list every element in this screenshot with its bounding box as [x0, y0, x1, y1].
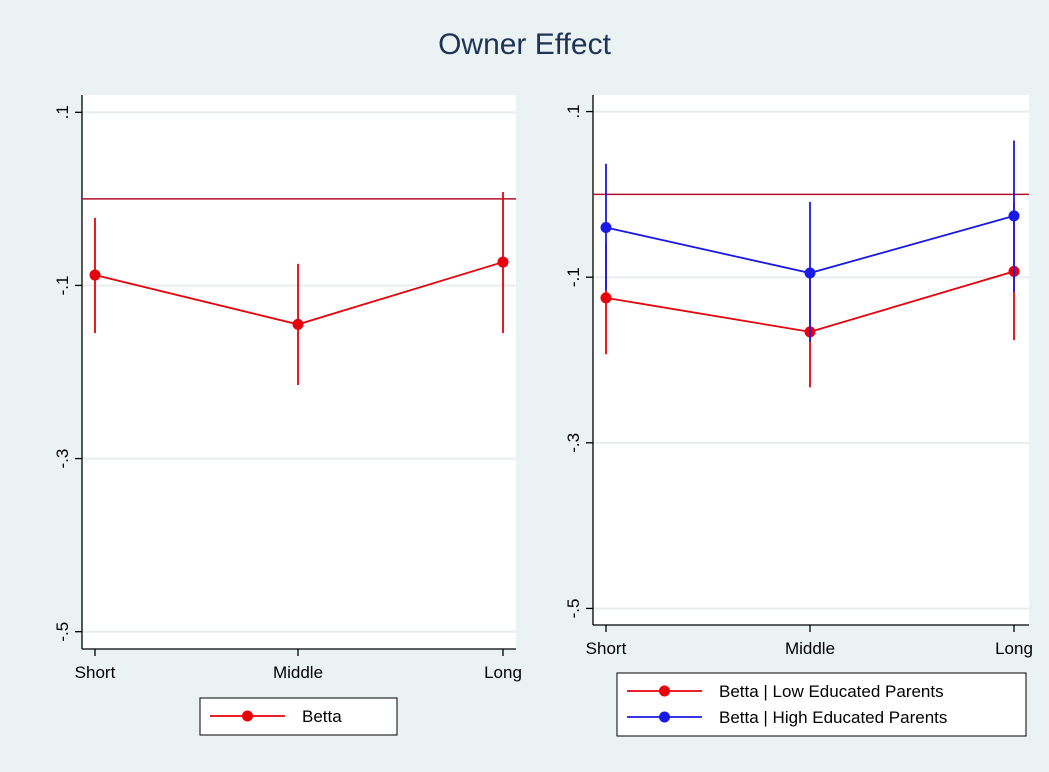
legend: Betta | Low Educated Parents Betta | High… [616, 672, 1027, 737]
chart-panel-2: .1 -.1 -.3 -.5 Short Middle Long Betta | Low Ed… [564, 95, 1033, 737]
legend-box [616, 672, 1027, 737]
legend-label: Betta | Low Educated Parents [719, 682, 944, 701]
y-tick-label: -.1 [564, 267, 583, 287]
x-tick-label: Long [484, 663, 522, 682]
chart-title: Owner Effect [438, 28, 611, 61]
x-tick-label: Long [995, 639, 1033, 658]
chart-panel-1: .1 -.1 -.3 -.5 Short Middle Long Betta [53, 95, 522, 736]
data-point [497, 256, 509, 268]
x-tick-label: Short [75, 663, 116, 682]
x-tick-label: Middle [273, 663, 323, 682]
data-point [89, 269, 101, 281]
plot-area [82, 95, 516, 649]
data-point [1008, 210, 1020, 222]
legend-marker [659, 711, 670, 723]
y-tick-label: -.5 [564, 599, 583, 619]
series-2 [600, 140, 1020, 342]
y-tick-label: .1 [564, 104, 583, 118]
legend-label: Betta [302, 707, 342, 726]
data-point [600, 222, 612, 233]
data-point [600, 292, 612, 304]
plot-area [593, 95, 1029, 625]
legend-marker [242, 710, 253, 722]
x-tick-label: Middle [785, 639, 835, 658]
legend-marker [659, 685, 670, 697]
y-tick-label: .1 [53, 105, 72, 119]
y-tick-label: -.5 [53, 622, 72, 642]
y-tick-label: -.1 [53, 276, 72, 296]
y-tick-label: -.3 [564, 433, 583, 453]
data-point [292, 318, 304, 330]
legend: Betta [199, 697, 398, 736]
legend-label: Betta | High Educated Parents [719, 708, 947, 727]
x-tick-label: Short [586, 639, 627, 658]
y-tick-label: -.3 [53, 449, 72, 469]
series-1 [89, 191, 509, 385]
data-point [804, 267, 816, 279]
